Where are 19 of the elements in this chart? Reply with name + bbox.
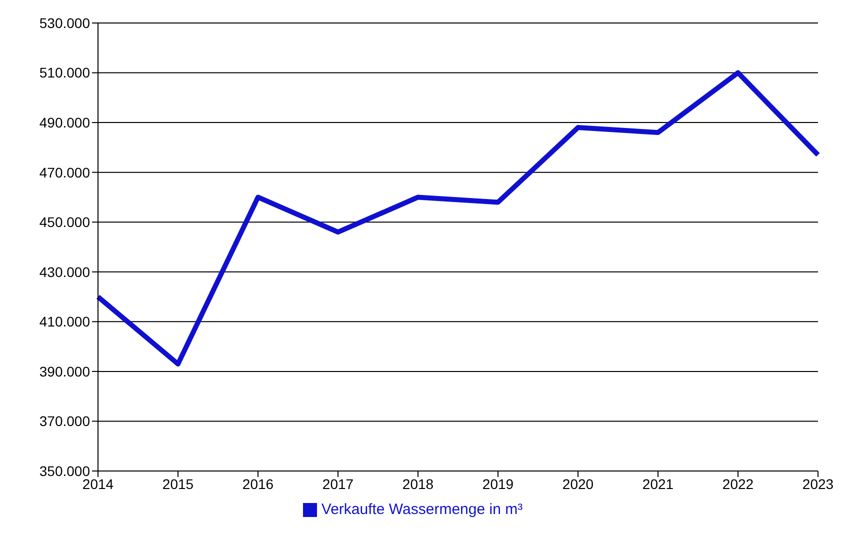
y-tick-label: 390.000 [39,363,90,380]
y-tick-label: 530.000 [39,14,90,31]
y-tick-label: 490.000 [39,114,90,131]
y-tick-label: 450.000 [39,214,90,230]
y-tick-label: 470.000 [39,164,90,180]
x-tick-label: 2021 [642,476,674,492]
y-tick-label: 510.000 [39,64,90,81]
legend-label: Verkaufte Wassermenge in m³ [321,501,523,518]
y-tick-label: 410.000 [39,314,90,330]
x-tick-label: 2018 [402,476,434,492]
x-tick-label: 2015 [162,476,194,492]
x-tick-label: 2017 [322,476,354,492]
x-tick-label: 2016 [242,476,274,492]
x-tick-label: 2023 [802,476,834,492]
x-tick-label: 2020 [562,476,594,492]
y-tick-label: 430.000 [39,264,90,280]
x-tick-label: 2019 [482,476,514,492]
x-tick-label: 2022 [722,476,754,492]
y-tick-label: 370.000 [39,413,90,430]
